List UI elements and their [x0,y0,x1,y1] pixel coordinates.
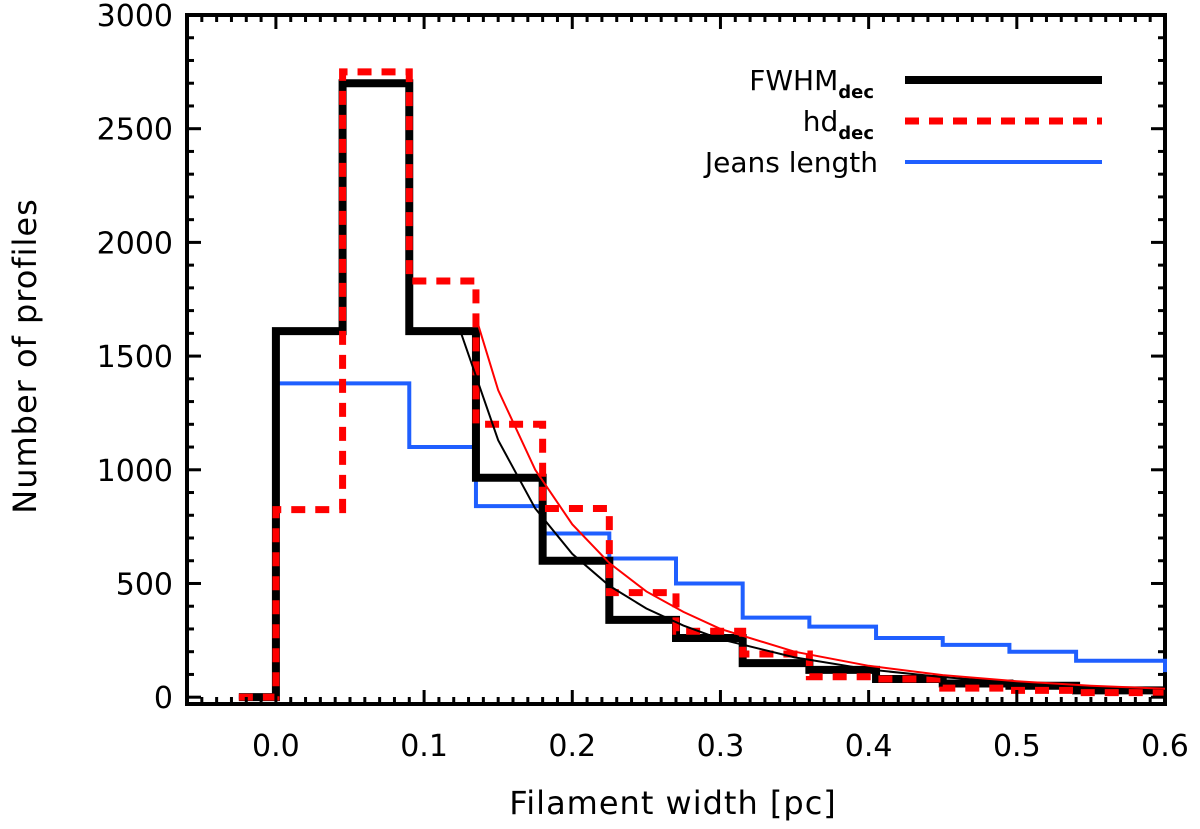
fit-layer [460,317,1166,690]
histogram-fwhm [238,79,1165,702]
x-tick-label: 0.0 [252,729,300,764]
tick-layer: 0 500 1000 1500 2000 2500 3000 0.0 0.1 0.2 0.3 0.4 0… [97,0,1189,764]
histogram-jeans [238,381,1167,700]
fit-curve-fwhm [460,333,1166,690]
y-tick-label: 1000 [97,454,173,489]
x-tick-label: 0.5 [993,729,1041,764]
fit-curve-hd [474,317,1166,690]
x-tick-label: 0.4 [845,729,893,764]
x-axis-label: Filament width [pc] [509,784,837,822]
legend-label-jeans: Jeans length [703,146,878,179]
legend-label-hd: hddec [803,105,874,144]
y-axis-label: Number of profiles [6,198,44,513]
y-tick-label: 2500 [97,113,173,148]
y-tick-label: 1500 [97,340,173,375]
x-tick-label: 0.2 [548,729,596,764]
x-tick-label: 0.1 [400,729,448,764]
y-tick-label: 0 [154,681,173,716]
y-tick-label: 3000 [97,0,173,34]
y-tick-label: 500 [116,567,173,602]
series-layer [238,68,1167,702]
y-tick-label: 2000 [97,226,173,261]
x-tick-label: 0.6 [1141,729,1189,764]
histogram-hd [238,68,1165,701]
x-tick-label: 0.3 [697,729,745,764]
legend-label-fwhm: FWHMdec [749,64,874,103]
